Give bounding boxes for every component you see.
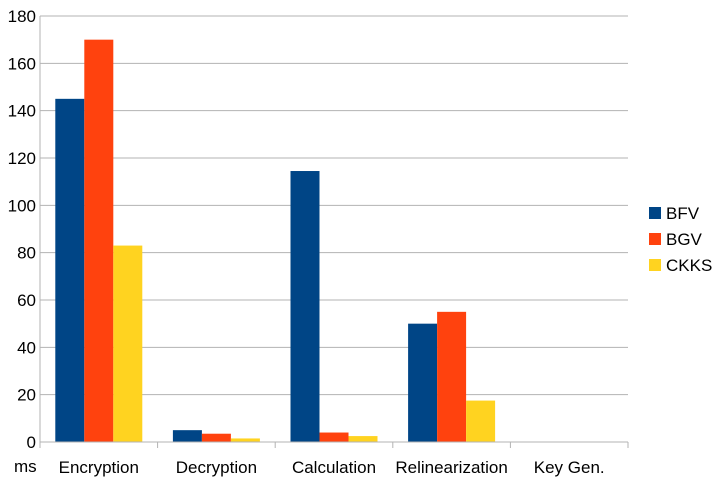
bar-ckks-0 xyxy=(113,245,143,442)
legend: BFV BGV CKKS xyxy=(649,204,712,275)
x-category-label: Encryption xyxy=(59,458,139,477)
y-tick-label: 0 xyxy=(27,433,36,452)
y-tick-label: 20 xyxy=(17,386,36,405)
bar-bfv-3 xyxy=(408,323,438,442)
bar-bgv-3 xyxy=(437,311,467,442)
bar-bfv-0 xyxy=(55,98,85,442)
bars xyxy=(55,39,496,443)
bar-ckks-2 xyxy=(348,436,378,442)
legend-label-bgv: BGV xyxy=(666,230,703,249)
bar-ckks-1 xyxy=(230,438,260,442)
y-tick-label: 140 xyxy=(8,102,36,121)
bar-ckks-3 xyxy=(466,400,496,442)
x-category-label: Relinearization xyxy=(395,458,507,477)
x-unit-label: ms xyxy=(14,457,37,476)
legend-swatch-bgv xyxy=(649,233,661,245)
x-category-label: Decryption xyxy=(176,458,257,477)
bar-bgv-1 xyxy=(201,433,231,442)
x-category-label: Key Gen. xyxy=(534,458,605,477)
bar-bgv-0 xyxy=(84,39,114,443)
x-axis: Encryption Decryption Calculation Relineari… xyxy=(39,441,629,477)
y-tick-label: 100 xyxy=(8,196,36,215)
bar-bfv-1 xyxy=(172,430,202,442)
bar-bgv-2 xyxy=(319,432,349,442)
legend-swatch-ckks xyxy=(649,259,661,271)
y-tick-label: 60 xyxy=(17,291,36,310)
y-tick-label: 120 xyxy=(8,149,36,168)
legend-swatch-bfv xyxy=(649,207,661,219)
y-tick-label: 40 xyxy=(17,338,36,357)
y-tick-label: 160 xyxy=(8,54,36,73)
y-tick-label: 180 xyxy=(8,7,36,26)
y-axis-ticks: 0 20 40 60 80 100 120 140 160 180 xyxy=(8,7,36,452)
legend-label-ckks: CKKS xyxy=(666,256,712,275)
x-category-label: Calculation xyxy=(292,458,376,477)
legend-label-bfv: BFV xyxy=(666,204,700,223)
bar-bfv-2 xyxy=(290,171,320,442)
y-tick-label: 80 xyxy=(17,244,36,263)
